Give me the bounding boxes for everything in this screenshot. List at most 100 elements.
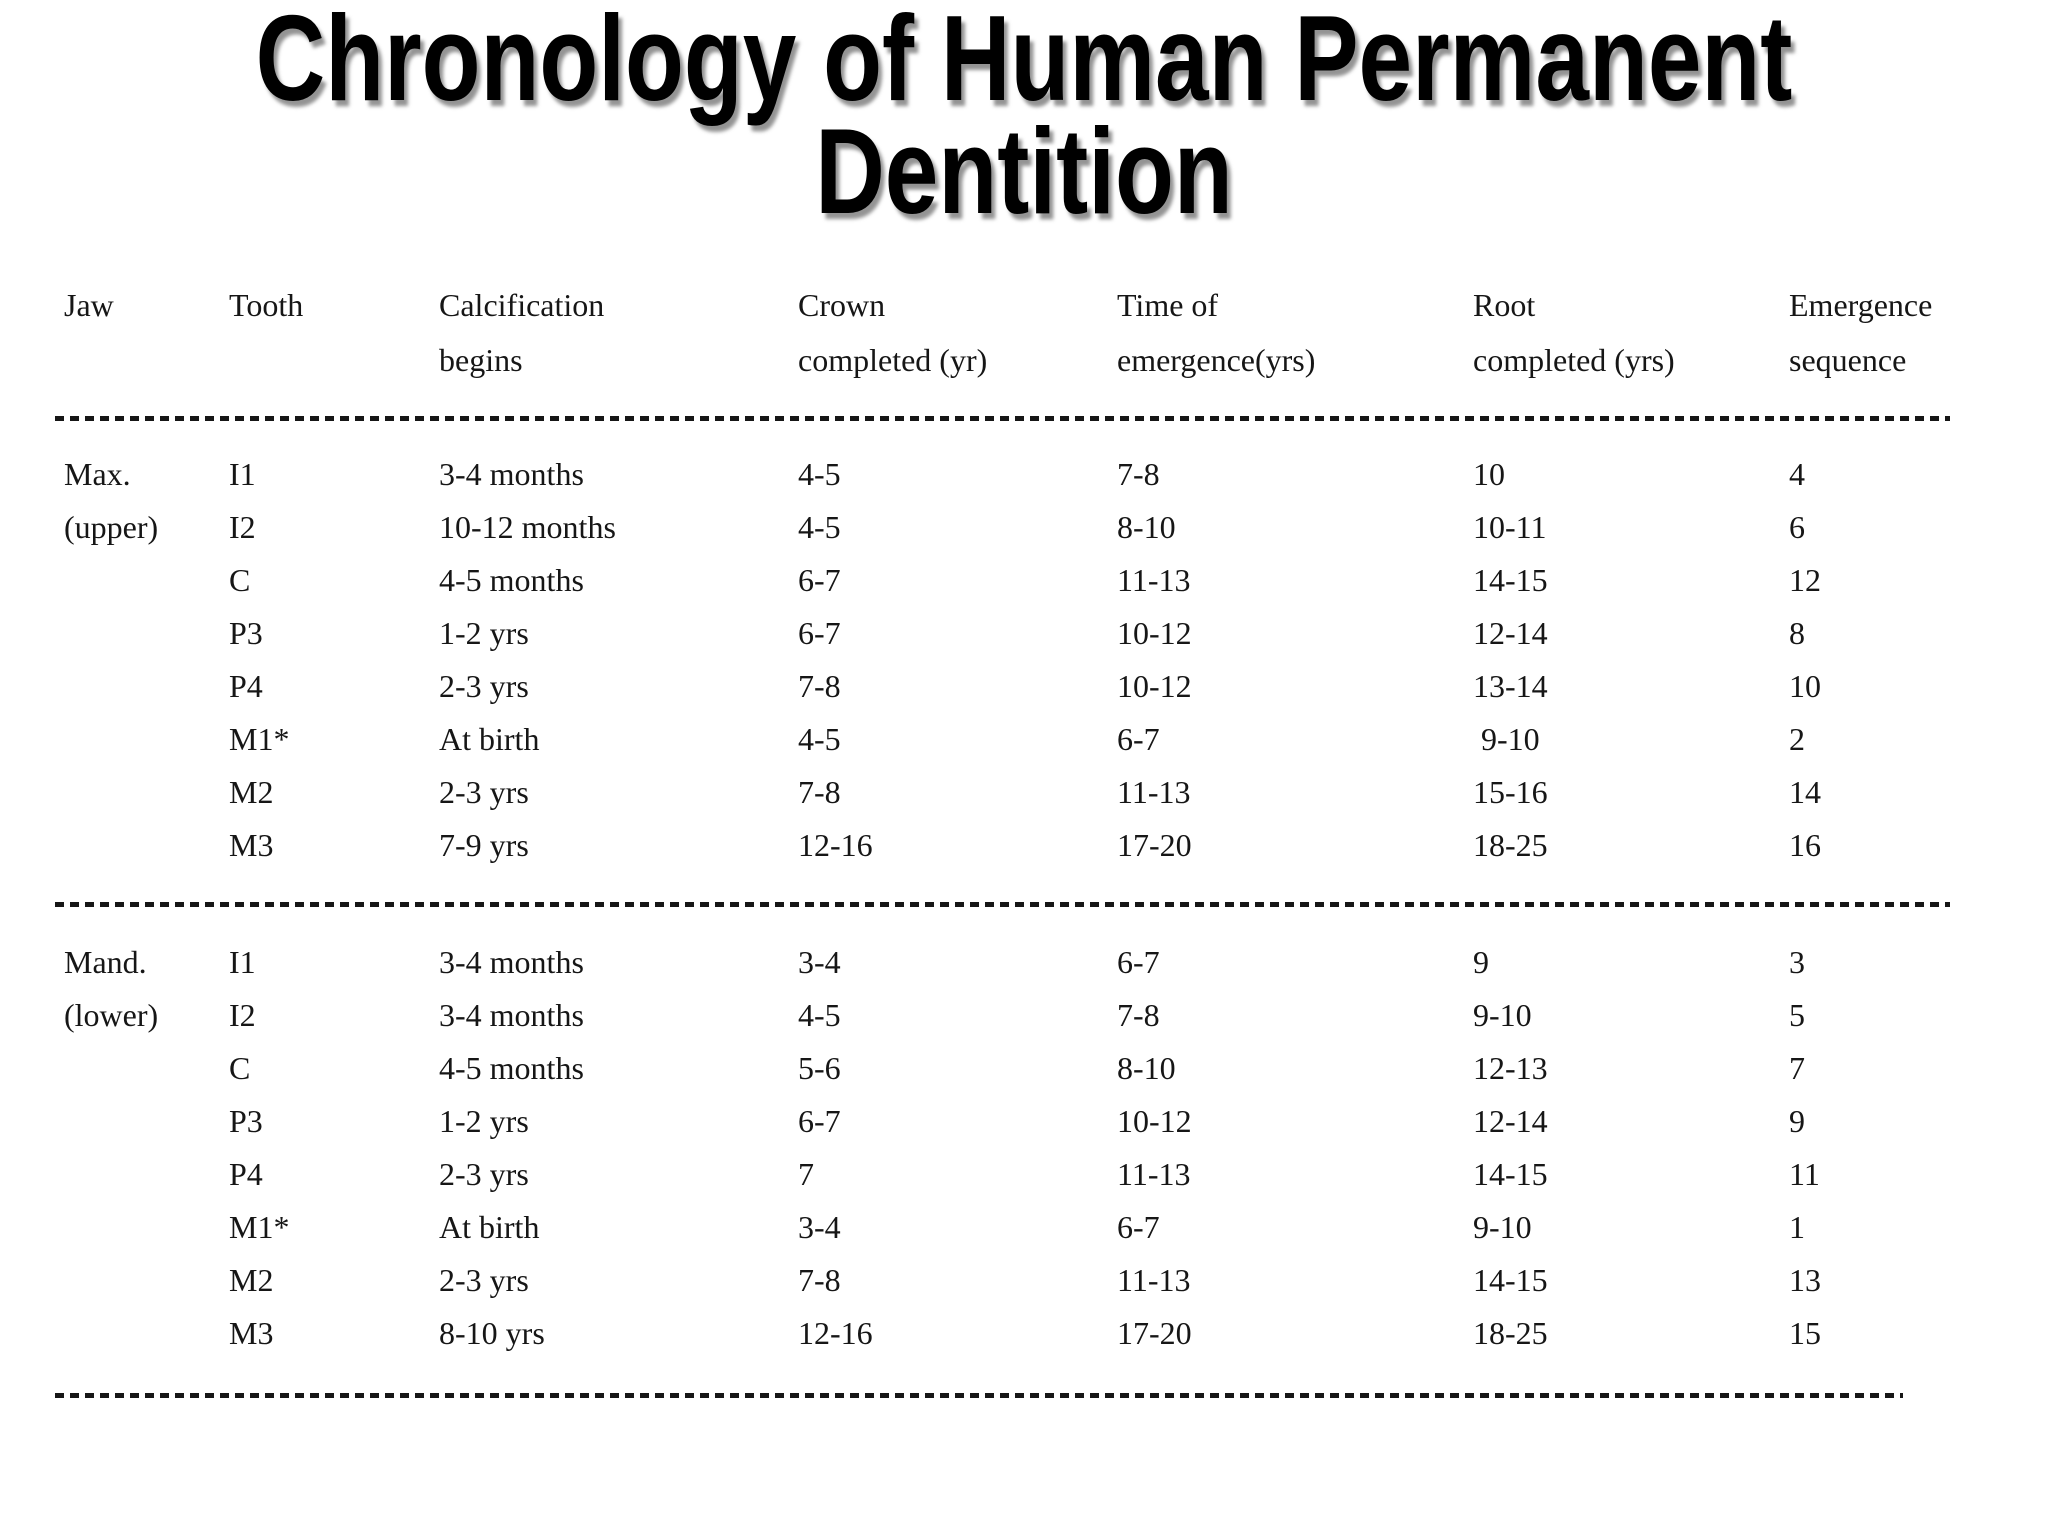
separator-bottom	[55, 1360, 2019, 1430]
table-row: C 4-5 months 6-7 11-13 14-15 12	[64, 554, 2019, 607]
cell-jaw	[64, 766, 229, 819]
separator-between-sections-cell	[55, 872, 2019, 936]
cell-emergence-sequence: 1	[1789, 1209, 1805, 1245]
cell-crown-completed: 7	[798, 1156, 814, 1192]
cell-crown-completed: 12-16	[798, 827, 873, 863]
cell-root-completed: 18-25	[1473, 1315, 1548, 1351]
table-row: M3 8-10 yrs 12-16 17-20 18-25 15	[64, 1307, 2019, 1360]
table-row: Mand. I1 3-4 months 3-4 6-7 9 3	[64, 936, 2019, 989]
table-row: Max. I1 3-4 months 4-5 7-8 10 4	[64, 448, 2019, 501]
separator-line	[55, 1392, 1903, 1398]
cell-time-of-emergence: 11-13	[1117, 1156, 1191, 1192]
cell-tooth: M1*	[229, 721, 290, 757]
cell-crown-completed: 7-8	[798, 668, 841, 704]
cell-time-of-emergence: 17-20	[1117, 827, 1192, 863]
table-row: P4 2-3 yrs 7 11-13 14-15 11	[64, 1148, 2019, 1201]
cell-emergence-sequence: 4	[1789, 456, 1805, 492]
cell-root-completed: 13-14	[1473, 668, 1548, 704]
cell-emergence-sequence: 9	[1789, 1103, 1805, 1139]
cell-calcification-begins: 3-4 months	[439, 456, 584, 492]
table-row: (upper) I2 10-12 months 4-5 8-10 10-11 6	[64, 501, 2019, 554]
cell-jaw	[64, 713, 229, 766]
separator-bottom-cell	[55, 1360, 2019, 1430]
separator-between-sections	[55, 872, 2019, 936]
cell-root-completed: 12-14	[1473, 1103, 1548, 1139]
cell-root-completed: 14-15	[1473, 1156, 1548, 1192]
cell-jaw	[64, 607, 229, 660]
table-row: M3 7-9 yrs 12-16 17-20 18-25 16	[64, 819, 2019, 872]
cell-time-of-emergence: 7-8	[1117, 997, 1160, 1033]
cell-tooth: P3	[229, 615, 263, 651]
cell-jaw: (lower)	[64, 997, 159, 1033]
cell-emergence-sequence: 15	[1789, 1315, 1821, 1351]
table-row: M2 2-3 yrs 7-8 11-13 14-15 13	[64, 1254, 2019, 1307]
cell-crown-completed: 4-5	[798, 456, 841, 492]
table-row: P3 1-2 yrs 6-7 10-12 12-14 9	[64, 1095, 2019, 1148]
cell-tooth: P4	[229, 1156, 263, 1192]
chronology-table: Jaw Tooth Calcification begins Crown com…	[55, 278, 2019, 1430]
cell-calcification-begins: At birth	[439, 1209, 540, 1245]
cell-tooth: P3	[229, 1103, 263, 1139]
cell-emergence-sequence: 13	[1789, 1262, 1821, 1298]
cell-crown-completed: 6-7	[798, 1103, 841, 1139]
cell-jaw	[64, 1095, 229, 1148]
cell-crown-completed: 6-7	[798, 615, 841, 651]
table-row: P4 2-3 yrs 7-8 10-12 13-14 10	[64, 660, 2019, 713]
separator-line	[55, 415, 1950, 421]
cell-emergence-sequence: 14	[1789, 774, 1821, 810]
cell-jaw: Max.	[64, 456, 131, 492]
cell-time-of-emergence: 7-8	[1117, 456, 1160, 492]
cell-jaw	[64, 1042, 229, 1095]
cell-time-of-emergence: 6-7	[1117, 721, 1160, 757]
cell-crown-completed: 7-8	[798, 1262, 841, 1298]
cell-crown-completed: 7-8	[798, 774, 841, 810]
cell-tooth: M1*	[229, 1209, 290, 1245]
cell-tooth: P4	[229, 668, 263, 704]
cell-calcification-begins: 7-9 yrs	[439, 827, 529, 863]
header-calcification: Calcification begins	[439, 287, 605, 378]
table-row: M1* At birth 4-5 6-7 9-10 2	[64, 713, 2019, 766]
cell-tooth: M2	[229, 1262, 274, 1298]
slide-title: Chronology of Human Permanent Dentition	[215, 0, 1833, 239]
cell-time-of-emergence: 8-10	[1117, 1050, 1176, 1086]
cell-calcification-begins: 4-5 months	[439, 562, 584, 598]
cell-emergence-sequence: 8	[1789, 615, 1805, 651]
cell-calcification-begins: 4-5 months	[439, 1050, 584, 1086]
cell-time-of-emergence: 11-13	[1117, 562, 1191, 598]
cell-time-of-emergence: 6-7	[1117, 1209, 1160, 1245]
slide-title-line1: Chronology of Human Permanent	[255, 0, 1793, 126]
cell-calcification-begins: 2-3 yrs	[439, 774, 529, 810]
cell-root-completed: 14-15	[1473, 1262, 1548, 1298]
cell-root-completed: 12-14	[1473, 615, 1548, 651]
cell-emergence-sequence: 5	[1789, 997, 1805, 1033]
slide-title-line2: Dentition	[815, 103, 1233, 239]
cell-jaw: Mand.	[64, 944, 147, 980]
cell-jaw	[64, 1307, 229, 1360]
cell-tooth: M3	[229, 1315, 274, 1351]
table-row: M1* At birth 3-4 6-7 9-10 1	[64, 1201, 2019, 1254]
cell-tooth: M2	[229, 774, 274, 810]
cell-emergence-sequence: 2	[1789, 721, 1805, 757]
cell-root-completed: 12-13	[1473, 1050, 1548, 1086]
cell-calcification-begins: 1-2 yrs	[439, 1103, 529, 1139]
cell-crown-completed: 5-6	[798, 1050, 841, 1086]
cell-jaw	[64, 554, 229, 607]
cell-crown-completed: 3-4	[798, 944, 841, 980]
cell-jaw	[64, 1254, 229, 1307]
header-tooth: Tooth	[229, 287, 304, 323]
cell-crown-completed: 4-5	[798, 509, 841, 545]
cell-calcification-begins: 3-4 months	[439, 997, 584, 1033]
cell-root-completed: 18-25	[1473, 827, 1548, 863]
cell-tooth: I1	[229, 456, 256, 492]
cell-time-of-emergence: 10-12	[1117, 1103, 1192, 1139]
cell-calcification-begins: 1-2 yrs	[439, 615, 529, 651]
cell-emergence-sequence: 16	[1789, 827, 1821, 863]
cell-calcification-begins: 10-12 months	[439, 509, 616, 545]
cell-calcification-begins: 2-3 yrs	[439, 668, 529, 704]
header-row: Jaw Tooth Calcification begins Crown com…	[64, 278, 2019, 388]
table-row: (lower) I2 3-4 months 4-5 7-8 9-10 5	[64, 989, 2019, 1042]
table-body: Max. I1 3-4 months 4-5 7-8 10 4 (upper) I2 10-12 …	[55, 388, 2019, 1430]
cell-emergence-sequence: 11	[1789, 1156, 1820, 1192]
cell-emergence-sequence: 12	[1789, 562, 1821, 598]
cell-calcification-begins: 3-4 months	[439, 944, 584, 980]
